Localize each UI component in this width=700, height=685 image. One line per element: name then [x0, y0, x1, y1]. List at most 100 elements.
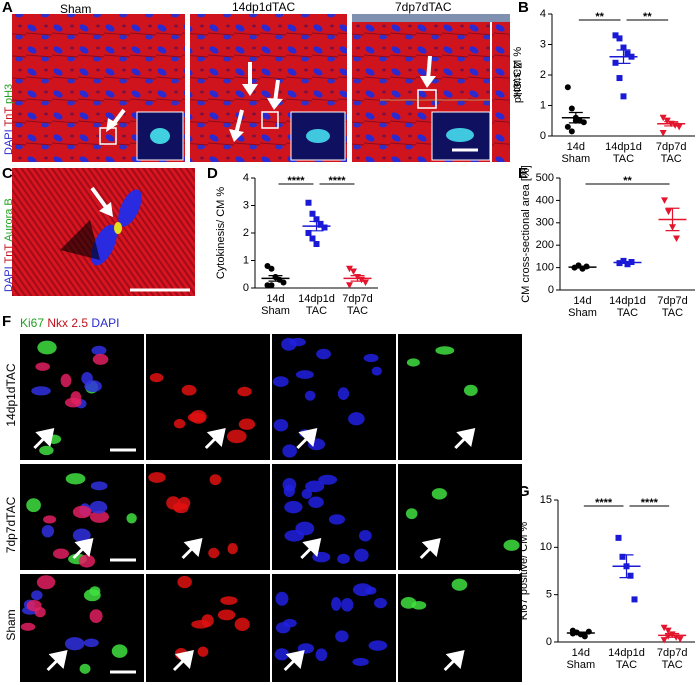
- box: [417, 89, 437, 109]
- nucleus: [208, 547, 220, 559]
- nucleus: [237, 386, 252, 397]
- x-tick-label: 14d: [572, 647, 590, 659]
- nucleus: [431, 488, 447, 500]
- x-tick-label: 7dp7d: [342, 293, 373, 305]
- box: [261, 111, 279, 129]
- row-label: 14dp1dTAC: [4, 363, 18, 426]
- y-tick-label: 0: [540, 130, 546, 142]
- nucleus: [26, 498, 41, 513]
- error-bar: [575, 265, 590, 269]
- stain: TnT: [3, 107, 15, 127]
- nucleus: [503, 539, 520, 551]
- error-bar: [619, 554, 634, 579]
- x-tick-label: Sham: [568, 307, 597, 319]
- nucleus: [220, 596, 238, 605]
- nucleus: [39, 445, 54, 456]
- point: [659, 114, 667, 122]
- nucleus: [173, 418, 186, 429]
- nucleus: [368, 640, 388, 651]
- stain: Nkx 2.5: [47, 316, 88, 330]
- nucleus: [411, 601, 427, 610]
- x-tick-label: 7dp7d: [657, 647, 688, 659]
- point: [268, 265, 275, 272]
- nucleus: [209, 474, 222, 486]
- point: [660, 624, 668, 632]
- micrograph: [398, 464, 522, 570]
- point: [673, 235, 680, 242]
- panel-label: G: [518, 483, 530, 500]
- x-tick-label: Sham: [561, 153, 590, 165]
- nucleus: [234, 617, 250, 632]
- nucleus: [34, 606, 46, 618]
- nucleus: [282, 444, 297, 458]
- nucleus: [337, 387, 350, 400]
- y-tick-label: 3: [243, 199, 249, 211]
- nucleus: [352, 657, 369, 666]
- point: [321, 224, 328, 231]
- inset: [136, 111, 184, 161]
- nucleus: [316, 348, 331, 360]
- significance-label: **: [623, 175, 632, 187]
- cell: [150, 128, 170, 144]
- x-tick-label: TAC: [347, 305, 368, 317]
- nucleus: [78, 554, 96, 568]
- nucleus: [282, 477, 297, 492]
- nucleus: [227, 542, 238, 555]
- x-tick-label: 14dp1d: [298, 293, 335, 305]
- z-stack-strip: [352, 14, 510, 22]
- nucleus: [318, 474, 338, 485]
- y-tick-label: 2: [540, 69, 546, 81]
- column-label: 7dp7dTAC: [395, 0, 452, 14]
- arrow: [46, 650, 68, 672]
- y-tick-label: 1: [243, 254, 249, 266]
- micrograph: [146, 464, 270, 570]
- stain-label: DAPI TnT pH3: [3, 84, 15, 155]
- gap: [60, 220, 100, 260]
- arrow: [454, 428, 476, 450]
- nucleus: [295, 370, 314, 379]
- cell: [446, 128, 474, 142]
- point: [664, 627, 672, 635]
- point: [615, 534, 622, 541]
- y-axis-label: CM cross-sectional area [%]: [520, 165, 532, 303]
- nucleus: [451, 578, 468, 591]
- point: [305, 199, 312, 206]
- error-bar: [665, 632, 680, 638]
- nucleus: [89, 609, 103, 623]
- row-label: 7dp7dTAC: [4, 496, 18, 553]
- nucleus: [274, 648, 289, 661]
- significance-label: ****: [595, 497, 613, 509]
- point: [675, 123, 683, 131]
- y-tick-label: 10: [540, 541, 552, 553]
- nucleus: [348, 412, 365, 426]
- nucleus: [335, 630, 349, 643]
- nucleus: [284, 500, 303, 514]
- stain: Ki67: [20, 316, 44, 330]
- nucleus: [354, 548, 369, 562]
- error-bar: [573, 631, 588, 635]
- nucleus: [341, 597, 354, 612]
- nucleus: [126, 513, 137, 524]
- point: [568, 105, 575, 112]
- significance-label: ****: [287, 175, 305, 187]
- nucleus: [36, 575, 56, 590]
- nucleus: [226, 429, 247, 444]
- significance-label: ****: [328, 175, 346, 187]
- point: [350, 268, 357, 275]
- nucleus: [89, 510, 110, 523]
- y-tick-label: 0: [548, 284, 554, 296]
- point: [612, 59, 619, 66]
- nucleus: [60, 373, 72, 388]
- x-tick-label: 14dp1d: [605, 141, 642, 153]
- x-tick-label: TAC: [616, 659, 637, 671]
- point: [568, 128, 575, 135]
- x-tick-label: Sham: [261, 305, 290, 317]
- point: [581, 633, 588, 640]
- y-tick-label: 200: [536, 239, 554, 251]
- x-tick-label: 14d: [573, 295, 591, 307]
- error-bar: [350, 275, 365, 282]
- significance-label: **: [643, 11, 652, 23]
- column-label: Sham: [60, 2, 91, 16]
- nucleus: [435, 346, 455, 355]
